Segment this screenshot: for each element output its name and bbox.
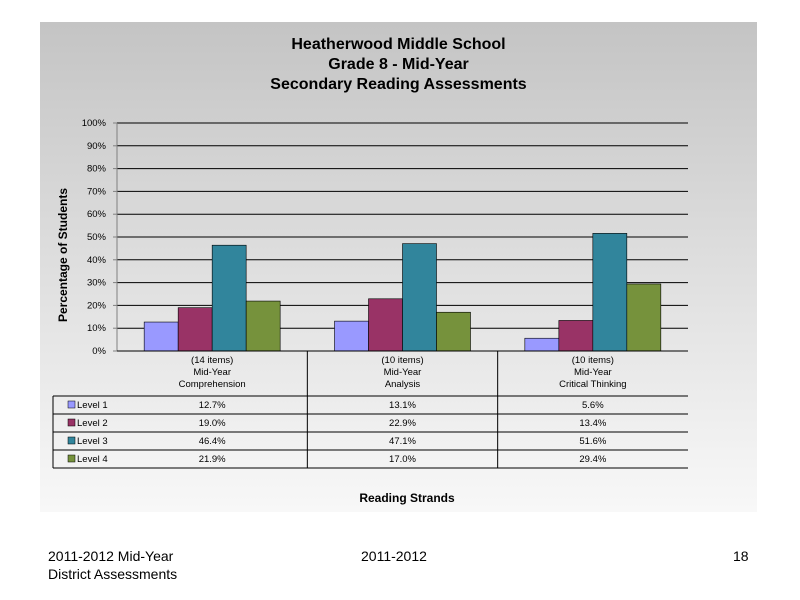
chart-panel: Heatherwood Middle School Grade 8 - Mid-… [40,22,757,512]
bar-level-4-1 [245,300,281,352]
bar-level-4-2 [436,311,471,352]
legend-swatch-level-3 [67,436,76,445]
category-label: Critical Thinking [559,379,626,390]
category-label: Mid-Year [193,367,231,378]
legend-swatch-level-2 [67,418,76,427]
bar-level-3-1 [211,244,247,352]
x-axis-title: Reading Strands [359,491,455,505]
footer-left-line2: District Assessments [48,566,178,582]
y-axis-title: Percentage of Students [56,188,70,322]
legend-label: Level 4 [77,454,108,465]
category-label: (10 items) [381,355,423,366]
data-table-value: 12.7% [199,400,226,411]
bar-level-1-1 [143,321,179,352]
y-tick-label: 30% [87,278,107,289]
y-tick-label: 90% [87,141,107,152]
y-tick-label: 60% [87,209,107,220]
category-label: Comprehension [179,379,246,390]
footer-center: 2011-2012 [361,548,427,564]
category-label: Mid-Year [574,367,612,378]
y-tick-label: 40% [87,255,107,266]
data-table-value: 17.0% [389,454,416,465]
data-table-value: 19.0% [199,418,226,429]
bar-level-2-2 [368,298,403,352]
y-tick-label: 20% [87,300,107,311]
chart-title-line-3: Secondary Reading Assessments [270,76,527,93]
page-number: 18 [733,548,749,564]
y-tick-label: 0% [92,346,106,357]
bar-level-4-3 [626,283,662,352]
y-tick-label: 70% [87,186,107,197]
legend-label: Level 3 [77,436,108,447]
chart-title-line-2: Grade 8 - Mid-Year [328,56,469,73]
legend-label: Level 1 [77,400,108,411]
bar-level-1-3 [524,337,560,352]
data-table-value: 29.4% [579,454,606,465]
data-table-value: 13.4% [579,418,606,429]
data-table-value: 46.4% [199,436,226,447]
y-tick-label: 100% [82,118,107,129]
y-tick-label: 50% [87,232,107,243]
bar-level-3-2 [402,243,437,352]
data-table-value: 51.6% [579,436,606,447]
chart-title-line-1: Heatherwood Middle School [291,36,506,53]
category-label: (10 items) [572,355,614,366]
legend-swatch-level-1 [67,400,76,409]
footer-left-line1: 2011-2012 Mid-Year [48,548,174,564]
legend-swatch-level-4 [67,454,76,463]
bar-level-1-2 [334,320,369,352]
y-tick-label: 80% [87,164,107,175]
legend-label: Level 2 [77,418,108,429]
data-table-value: 5.6% [582,400,604,411]
chart-svg: 0% 10% 20% 30% 40% 50% 60% 70% 80% 90% 100% (14 ite… [52,118,688,505]
bar-level-3-3 [592,233,628,352]
data-table-value: 47.1% [389,436,416,447]
data-table-value: 21.9% [199,454,226,465]
category-label: Mid-Year [384,367,422,378]
bar-level-2-1 [177,307,213,352]
category-label: Analysis [385,379,421,390]
bar-level-2-3 [558,320,594,352]
data-table-value: 22.9% [389,418,416,429]
category-label: (14 items) [191,355,233,366]
y-tick-label: 10% [87,323,107,334]
data-table-value: 13.1% [389,400,416,411]
